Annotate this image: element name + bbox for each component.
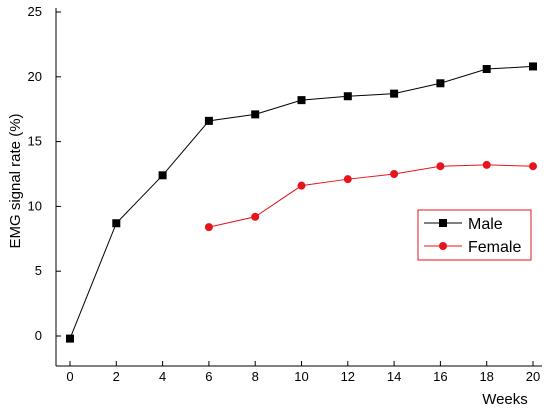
y-tick-label: 20 <box>28 69 42 84</box>
female-point <box>436 162 445 171</box>
male-point <box>112 219 121 228</box>
axes <box>55 8 542 367</box>
female-point <box>529 162 537 171</box>
female-point <box>297 181 306 190</box>
x-tick-label: 14 <box>387 369 401 384</box>
x-tick-label: 2 <box>113 369 120 384</box>
male-point <box>251 110 260 119</box>
y-tick-label: 25 <box>28 4 42 19</box>
legend-item-female: Female <box>424 239 521 256</box>
legend-label-female: Female <box>468 239 521 256</box>
female-point <box>343 175 352 184</box>
x-tick-label: 10 <box>294 369 308 384</box>
male-point <box>158 171 167 180</box>
x-tick-label: 8 <box>252 369 259 384</box>
plot-series <box>66 62 537 343</box>
male-point <box>204 116 213 125</box>
male-point <box>66 334 74 343</box>
male-point <box>436 79 445 88</box>
legend-marker-female <box>439 242 447 250</box>
legend-label-male: Male <box>468 216 503 233</box>
x-tick-label: 6 <box>205 369 212 384</box>
female-point <box>204 223 213 232</box>
x-tick-label: 20 <box>526 369 540 384</box>
x-tick-label: 12 <box>341 369 355 384</box>
legend-box <box>417 209 532 261</box>
female-line <box>208 164 534 228</box>
x-tick-label: 16 <box>433 369 447 384</box>
legend-items: Male Female <box>424 216 521 256</box>
female-point <box>390 170 399 178</box>
x-axis-title: Weeks <box>482 391 528 408</box>
y-ticks: 0 5 10 15 20 25 <box>28 4 61 343</box>
x-tick-label: 0 <box>66 369 73 384</box>
series-female <box>204 160 537 232</box>
series-male <box>66 62 537 343</box>
legend: Male Female <box>417 209 532 261</box>
x-tick-label: 18 <box>479 369 493 384</box>
female-point <box>482 160 491 169</box>
y-tick-label: 15 <box>28 134 42 149</box>
y-tick-label: 0 <box>35 328 42 343</box>
male-point <box>343 92 352 101</box>
x-ticks: 0 2 4 6 8 10 12 14 16 18 20 <box>66 361 540 384</box>
y-axis-title: EMG signal rate (%) <box>7 113 24 248</box>
y-tick-label: 10 <box>28 198 42 213</box>
male-point <box>529 62 537 71</box>
male-point <box>390 89 399 98</box>
female-point <box>251 212 260 221</box>
legend-item-male: Male <box>424 216 503 233</box>
male-line <box>69 65 534 339</box>
male-point <box>482 65 491 74</box>
legend-marker-male <box>439 219 447 227</box>
x-tick-label: 4 <box>159 369 166 384</box>
male-point <box>297 96 306 105</box>
y-tick-label: 5 <box>35 263 42 278</box>
